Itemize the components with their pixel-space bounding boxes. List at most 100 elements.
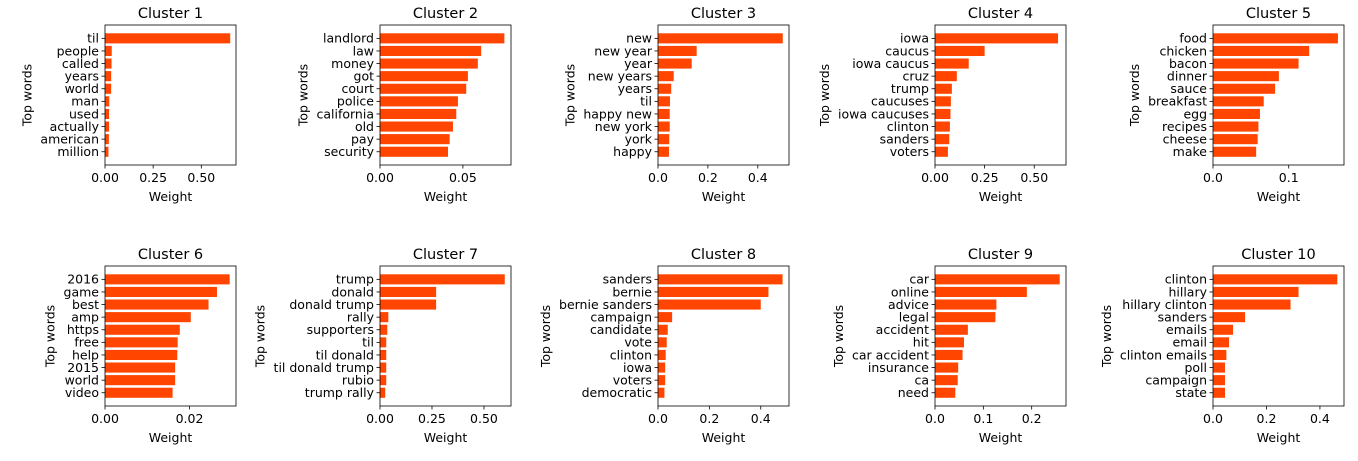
bar-sanders — [658, 274, 783, 285]
category-label: advice — [888, 297, 929, 312]
bar-email — [1213, 337, 1230, 348]
category-label: happy new — [583, 106, 652, 121]
x-tick-label: 0.00 — [366, 411, 394, 426]
bar-world — [105, 83, 112, 94]
x-tick-label: 0.2 — [698, 170, 718, 185]
x-tick-label: 0.0 — [648, 170, 668, 185]
x-axis-label: Weight — [149, 430, 193, 445]
bar-got — [380, 71, 468, 82]
bar-bernie — [658, 286, 769, 297]
x-axis-label: Weight — [702, 189, 746, 204]
bar-year — [658, 58, 692, 69]
bar-bernie-sanders — [658, 299, 761, 310]
bar-sanders — [935, 134, 950, 145]
axes-frame — [104, 24, 237, 166]
axes-frame — [379, 24, 512, 166]
bar-iowa-caucuses — [935, 108, 951, 119]
bar-til — [380, 337, 387, 348]
bar-american — [105, 134, 109, 145]
category-label: best — [72, 297, 99, 312]
x-axis-label: Weight — [149, 189, 193, 204]
chart-title: Cluster 10 — [1241, 247, 1316, 263]
x-tick-label: 0.4 — [751, 411, 771, 426]
bar-caucuses — [935, 96, 951, 107]
category-label: new york — [595, 119, 653, 134]
category-label: dinner — [1167, 68, 1208, 83]
category-label: clinton — [1165, 272, 1207, 287]
category-label: free — [74, 335, 99, 350]
category-label: people — [57, 43, 100, 58]
category-label: new — [626, 31, 652, 46]
x-tick-label: 0.02 — [176, 411, 204, 426]
x-tick-label: 0.1 — [1279, 170, 1299, 185]
category-label: recipes — [1162, 119, 1207, 134]
axes-frame — [104, 265, 237, 407]
cluster-5-chart: Cluster 5 foodchickenbacondinnersaucebrea… — [1127, 6, 1345, 204]
category-label: man — [71, 94, 99, 109]
category-label: got — [354, 68, 375, 83]
y-axis-label: Top words — [1099, 305, 1114, 368]
y-axis-label: Top words — [19, 64, 34, 127]
chart-title: Cluster 7 — [413, 247, 478, 263]
y-axis-label: Top words — [562, 64, 577, 127]
category-label: accident — [876, 322, 929, 337]
bar-happy-new — [658, 108, 670, 119]
category-label: world — [65, 81, 99, 96]
chart-title: Cluster 6 — [138, 247, 203, 263]
category-label: hillary — [1168, 284, 1207, 299]
bar-campaign — [1213, 375, 1226, 386]
bar-years — [658, 83, 672, 94]
category-label: trump — [336, 272, 374, 287]
bar-clinton — [935, 121, 950, 132]
bar-hillary — [1213, 286, 1299, 297]
cluster-9-chart: Cluster 9 caronlineadvicelegalaccidenthit… — [831, 247, 1067, 445]
bar-car-accident — [935, 349, 963, 360]
category-label: til — [87, 31, 99, 46]
x-tick-label: 0.05 — [449, 170, 477, 185]
bar-state — [1213, 387, 1226, 398]
bar-advice — [935, 299, 997, 310]
x-tick-label: 0.25 — [418, 411, 446, 426]
category-label: cruz — [903, 68, 930, 83]
category-label: york — [625, 131, 653, 146]
bar-voters — [935, 146, 948, 157]
x-axis-label: Weight — [979, 430, 1023, 445]
category-label: used — [69, 106, 99, 121]
bar-donald — [380, 286, 437, 297]
category-label: caucuses — [871, 94, 929, 109]
chart-title: Cluster 9 — [968, 247, 1033, 263]
category-label: voters — [613, 372, 652, 387]
bar-happy — [658, 146, 669, 157]
bar-court — [380, 83, 467, 94]
x-tick-label: 0.0 — [1203, 411, 1223, 426]
category-label: car — [909, 272, 930, 287]
chart-title: Cluster 8 — [691, 247, 756, 263]
bar-years — [105, 71, 112, 82]
category-label: campaign — [1145, 372, 1207, 387]
bar-new — [658, 33, 783, 44]
category-label: chicken — [1159, 43, 1207, 58]
x-tick-label: 0.25 — [139, 170, 167, 185]
category-label: email — [1173, 335, 1207, 350]
bar-california — [380, 108, 457, 119]
x-tick-label: 0.50 — [187, 170, 215, 185]
category-label: iowa caucuses — [838, 106, 929, 121]
category-label: happy — [613, 144, 652, 159]
x-tick-label: 0.50 — [1020, 170, 1048, 185]
bar-sanders — [1213, 312, 1246, 323]
category-label: til — [640, 94, 652, 109]
x-tick-label: 0.00 — [91, 170, 119, 185]
x-axis-label: Weight — [424, 430, 468, 445]
x-tick-label: 0.0 — [648, 411, 668, 426]
bar-recipes — [1213, 121, 1259, 132]
bar-clinton — [658, 349, 666, 360]
category-label: clinton — [610, 347, 652, 362]
bar-breakfast — [1213, 96, 1264, 107]
bar-accident — [935, 324, 968, 335]
category-label: poll — [1184, 360, 1207, 375]
bar-money — [380, 58, 478, 69]
category-label: til — [362, 335, 374, 350]
bar-supporters — [380, 324, 388, 335]
category-label: year — [624, 56, 653, 71]
category-label: pay — [351, 131, 375, 146]
